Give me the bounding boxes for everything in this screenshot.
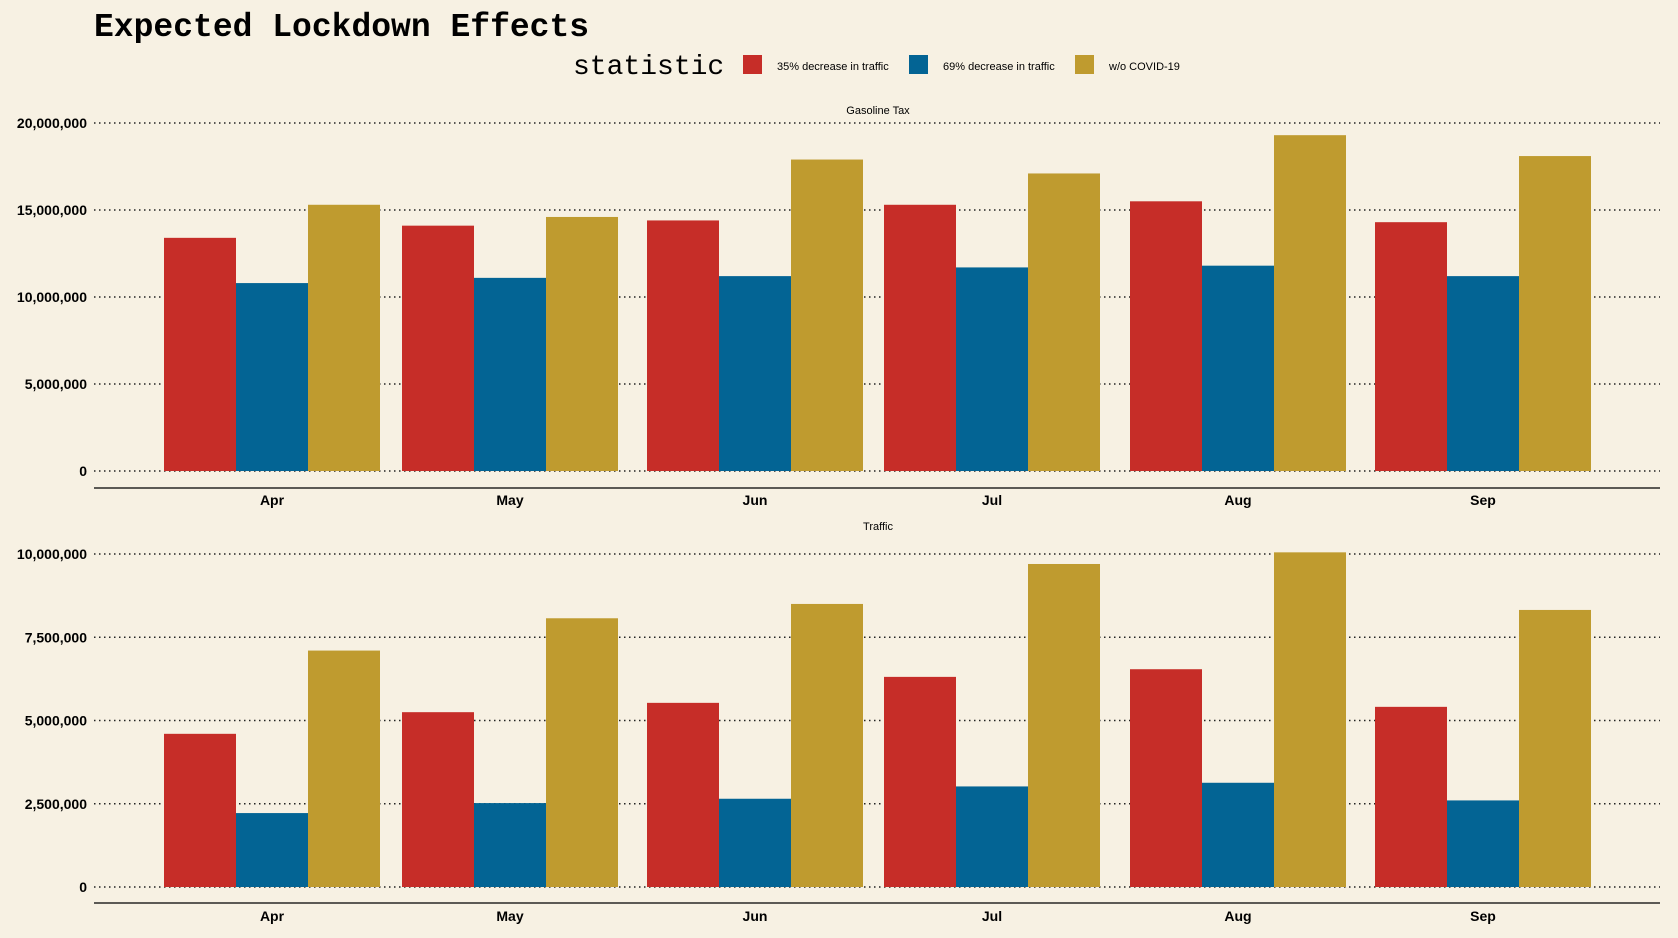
legend-label-35pct: 35% decrease in traffic xyxy=(777,61,889,73)
traffic-y-tick-label: 10,000,000 xyxy=(17,546,87,562)
gasoline-tax-bar-apr-series-1 xyxy=(164,237,236,471)
traffic-x-tick-label: Jun xyxy=(743,908,768,924)
gasoline-tax-bar-jun-series-3 xyxy=(791,159,863,472)
traffic-bar-may-series-2 xyxy=(474,803,546,887)
traffic-bar-may-series-1 xyxy=(402,712,474,887)
traffic-y-tick-label: 7,500,000 xyxy=(25,629,87,645)
traffic-bar-apr-series-3 xyxy=(308,650,380,887)
gasoline-tax-x-tick-label: May xyxy=(496,492,523,508)
traffic-x-tick-label: Sep xyxy=(1470,908,1496,924)
gasoline-tax-bar-jun-series-1 xyxy=(647,220,719,471)
traffic-bar-apr-series-2 xyxy=(236,813,308,887)
traffic-x-tick-label: Aug xyxy=(1224,908,1251,924)
traffic-x-tick-label: Jul xyxy=(982,908,1002,924)
traffic-bar-aug-series-2 xyxy=(1202,782,1274,887)
legend-swatch-69pct xyxy=(909,55,928,74)
gasoline-tax-bar-jul-series-1 xyxy=(884,204,956,471)
legend-label-no-covid: w/o COVID-19 xyxy=(1108,61,1180,73)
gasoline-tax-y-tick-label: 5,000,000 xyxy=(25,376,87,392)
gasoline-tax-bar-may-series-2 xyxy=(474,277,546,471)
gasoline-tax-bar-sep-series-2 xyxy=(1447,276,1519,471)
traffic-bar-sep-series-3 xyxy=(1519,609,1591,887)
traffic-bar-jun-series-1 xyxy=(647,702,719,887)
gasoline-tax-y-tick-label: 10,000,000 xyxy=(17,289,87,305)
legend: statistic 35% decrease in traffic 69% de… xyxy=(573,52,1180,83)
gasoline-tax-y-tick-label: 20,000,000 xyxy=(17,115,87,131)
gasoline-tax-bar-may-series-1 xyxy=(402,225,474,471)
gasoline-tax-x-tick-label: Jun xyxy=(743,492,768,508)
traffic-bar-aug-series-3 xyxy=(1274,552,1346,887)
traffic-y-tick-label: 2,500,000 xyxy=(25,796,87,812)
gasoline-tax-bar-sep-series-3 xyxy=(1519,156,1591,471)
traffic-bar-jul-series-2 xyxy=(956,786,1028,887)
gasoline-tax-bar-aug-series-3 xyxy=(1274,135,1346,471)
traffic-bar-may-series-3 xyxy=(546,618,618,887)
gasoline-tax-bar-may-series-3 xyxy=(546,216,618,471)
traffic-bar-sep-series-1 xyxy=(1375,706,1447,887)
gasoline-tax-x-tick-label: Jul xyxy=(982,492,1002,508)
gasoline-tax-bar-jul-series-2 xyxy=(956,267,1028,471)
panel-traffic: Traffic 0 2,500,000 5,000,000 7,500,000 10,0… xyxy=(17,521,1660,924)
panel-title-gasoline-tax: Gasoline Tax xyxy=(846,105,910,117)
traffic-bar-apr-series-1 xyxy=(164,733,236,887)
legend-label-69pct: 69% decrease in traffic xyxy=(943,61,1055,73)
gasoline-tax-y-tick-label: 15,000,000 xyxy=(17,202,87,218)
legend-title: statistic xyxy=(573,52,724,83)
gasoline-tax-x-tick-label: Apr xyxy=(260,492,285,508)
gasoline-tax-bar-jun-series-2 xyxy=(719,276,791,471)
gasoline-tax-y-tick-label: 0 xyxy=(79,463,87,479)
traffic-y-tick-label: 0 xyxy=(79,879,87,895)
traffic-bar-jul-series-3 xyxy=(1028,563,1100,887)
traffic-bar-aug-series-1 xyxy=(1130,669,1202,887)
gasoline-tax-bar-aug-series-1 xyxy=(1130,201,1202,472)
legend-swatch-35pct xyxy=(743,55,762,74)
legend-swatch-no-covid xyxy=(1075,55,1094,74)
traffic-bar-jun-series-2 xyxy=(719,798,791,887)
gasoline-tax-x-tick-label: Aug xyxy=(1224,492,1251,508)
traffic-bar-sep-series-2 xyxy=(1447,800,1519,887)
gasoline-tax-bar-aug-series-2 xyxy=(1202,265,1274,471)
gasoline-tax-x-tick-label: Sep xyxy=(1470,492,1496,508)
panel-title-traffic: Traffic xyxy=(863,521,893,533)
chart-title: Expected Lockdown Effects xyxy=(94,9,589,46)
traffic-x-tick-label: Apr xyxy=(260,908,285,924)
panel-gasoline-tax: Gasoline Tax 0 5,000,000 10,000,000 15,000,… xyxy=(17,105,1660,508)
gasoline-tax-bar-jul-series-3 xyxy=(1028,173,1100,471)
traffic-bar-jul-series-1 xyxy=(884,676,956,887)
gasoline-tax-bar-apr-series-3 xyxy=(308,204,380,471)
traffic-bar-jun-series-3 xyxy=(791,603,863,887)
gasoline-tax-bar-sep-series-1 xyxy=(1375,222,1447,471)
traffic-x-tick-label: May xyxy=(496,908,523,924)
gasoline-tax-bar-apr-series-2 xyxy=(236,283,308,471)
traffic-y-tick-label: 5,000,000 xyxy=(25,713,87,729)
